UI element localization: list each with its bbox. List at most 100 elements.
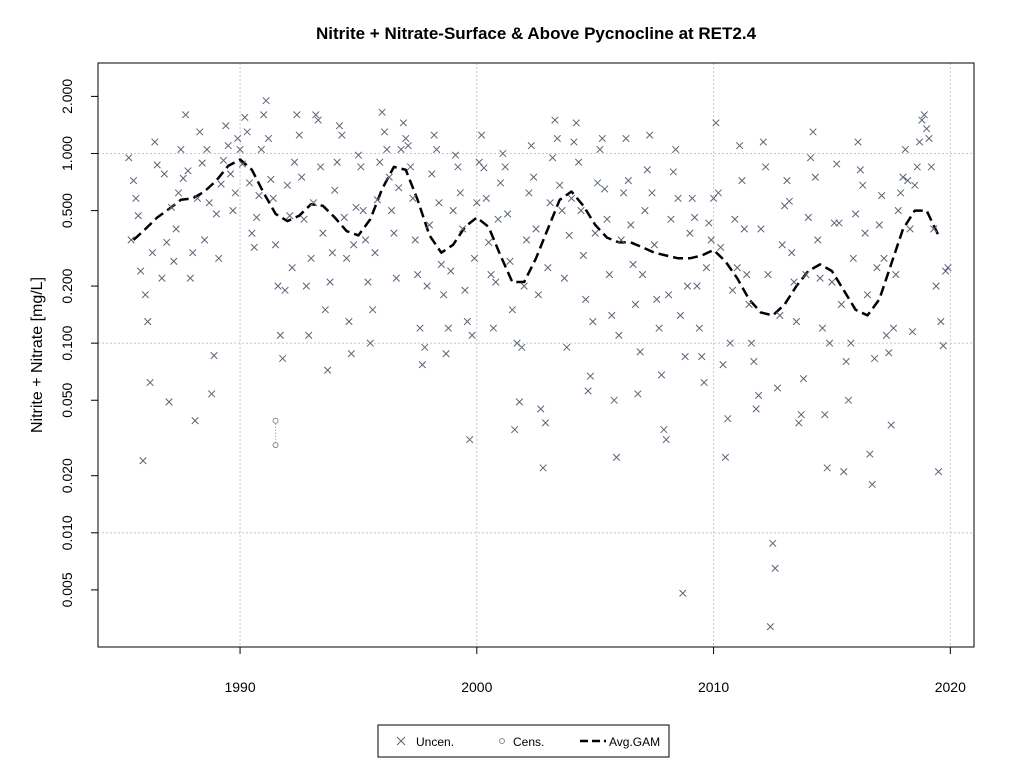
data-point	[319, 229, 327, 237]
data-point	[667, 215, 675, 223]
data-point	[501, 163, 509, 171]
data-point	[324, 366, 332, 374]
data-point	[622, 134, 630, 143]
data-point	[570, 138, 578, 146]
data-point	[714, 189, 722, 197]
y-tick-label: 0.020	[59, 458, 75, 493]
data-point	[416, 324, 424, 332]
data-point	[210, 351, 218, 360]
data-point	[579, 251, 588, 260]
data-point	[643, 166, 651, 174]
data-point	[179, 174, 187, 182]
data-point	[844, 396, 853, 404]
data-point	[506, 257, 514, 265]
data-point	[740, 225, 748, 233]
data-point	[444, 324, 453, 332]
data-point	[835, 219, 843, 227]
data-point	[241, 113, 249, 122]
data-point	[224, 141, 232, 150]
data-point	[172, 225, 180, 233]
data-point	[773, 384, 782, 392]
data-point	[432, 145, 441, 154]
data-point	[430, 131, 438, 139]
data-point	[641, 206, 649, 215]
data-point	[586, 372, 595, 380]
data-point	[676, 311, 685, 320]
data-point	[231, 189, 239, 197]
data-point	[342, 254, 351, 262]
data-point	[489, 324, 498, 332]
data-point	[863, 291, 872, 299]
data-point	[660, 425, 668, 434]
data-point	[252, 213, 261, 222]
data-point	[378, 108, 386, 116]
data-point	[601, 185, 609, 193]
data-point	[915, 138, 924, 146]
data-point	[702, 264, 711, 272]
data-point	[541, 419, 550, 427]
data-point	[811, 173, 820, 181]
data-point	[925, 134, 933, 143]
data-point	[544, 264, 552, 272]
data-point	[785, 197, 793, 205]
data-point	[752, 405, 760, 413]
data-point	[340, 213, 348, 222]
data-point	[186, 274, 194, 282]
data-point	[267, 175, 275, 184]
data-point	[132, 194, 140, 203]
data-point	[222, 122, 230, 130]
data-point	[409, 194, 417, 203]
y-tick-label: 2.000	[59, 79, 75, 114]
data-point	[184, 167, 192, 175]
data-point	[870, 354, 879, 363]
data-point	[939, 342, 947, 350]
data-point	[271, 241, 280, 249]
data-point	[889, 324, 898, 332]
data-point	[193, 194, 202, 203]
data-point	[456, 189, 464, 197]
data-point	[255, 191, 263, 200]
data-point	[821, 410, 829, 419]
data-point	[458, 225, 467, 233]
data-point	[868, 480, 876, 489]
data-point	[688, 194, 696, 203]
data-point	[359, 206, 367, 215]
data-point	[461, 286, 469, 294]
data-point	[475, 158, 483, 166]
data-point	[648, 189, 656, 197]
data-point	[657, 371, 666, 379]
data-point	[664, 291, 673, 299]
data-point	[368, 306, 377, 314]
data-point	[229, 206, 237, 215]
data-point	[167, 203, 176, 212]
data-point	[610, 396, 618, 404]
data-point	[200, 236, 209, 244]
data-point	[534, 291, 543, 299]
data-point	[338, 131, 346, 139]
data-point	[700, 378, 708, 387]
y-tick-label: 0.500	[59, 193, 75, 228]
data-point	[248, 229, 256, 237]
data-point	[809, 128, 817, 136]
data-point	[518, 343, 526, 352]
data-point	[567, 194, 576, 203]
data-point	[279, 354, 287, 363]
censored-point	[272, 442, 279, 449]
legend-box	[377, 724, 670, 758]
data-point	[899, 173, 907, 181]
data-point	[397, 145, 405, 154]
data-point	[837, 300, 846, 309]
data-point	[556, 181, 564, 189]
data-point	[307, 254, 315, 262]
data-point	[376, 158, 384, 166]
data-point	[619, 189, 628, 197]
y-axis-label: Nitrite + Nitrate [mg/L]	[29, 277, 46, 433]
data-point	[707, 236, 715, 244]
data-point	[158, 274, 166, 282]
data-point	[726, 339, 734, 347]
data-point	[861, 229, 869, 237]
data-point	[423, 282, 431, 290]
data-point	[771, 564, 779, 572]
data-point	[281, 286, 289, 294]
data-point	[295, 131, 303, 139]
